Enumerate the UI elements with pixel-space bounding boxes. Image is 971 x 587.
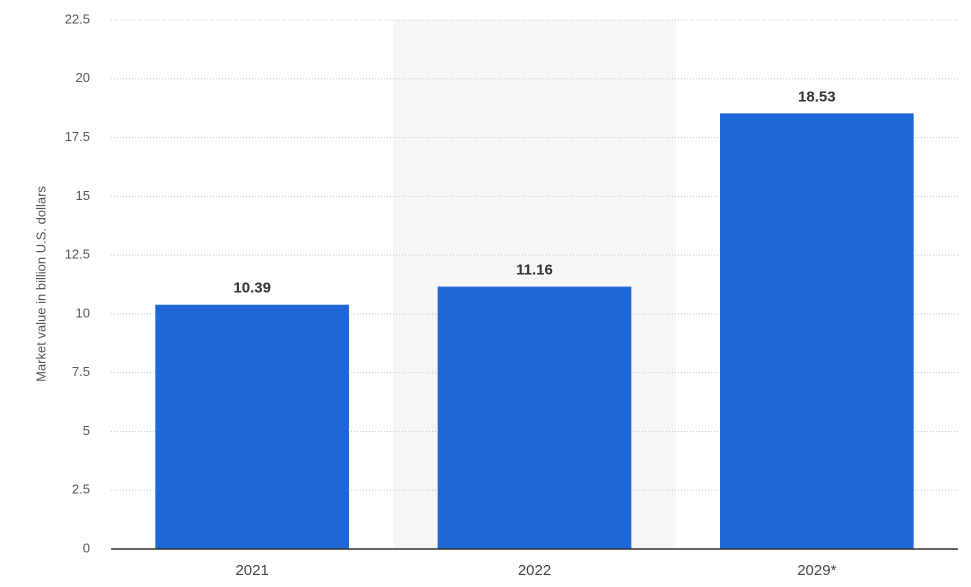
y-tick-label: 22.5 — [65, 11, 90, 26]
value-label: 11.16 — [516, 262, 553, 279]
y-tick-label: 10 — [76, 305, 90, 320]
x-tick-label: 2021 — [235, 562, 268, 579]
bar — [155, 304, 350, 549]
y-tick-label: 20 — [76, 70, 90, 85]
y-tick-label: 17.5 — [65, 129, 90, 144]
y-tick-label: 0 — [83, 540, 90, 555]
y-tick-label: 2.5 — [72, 482, 90, 497]
y-tick-label: 5 — [83, 423, 90, 438]
x-tick-label: 2029* — [797, 562, 836, 579]
bar — [437, 286, 632, 549]
bar — [719, 113, 914, 549]
x-tick-label: 2022 — [518, 562, 551, 579]
y-tick-label: 7.5 — [72, 364, 90, 379]
y-tick-label: 12.5 — [65, 247, 90, 262]
y-tick-label: 15 — [76, 188, 90, 203]
value-label: 18.53 — [798, 88, 836, 105]
y-axis-title: Market value in billion U.S. dollars — [33, 186, 48, 382]
value-label: 10.39 — [233, 280, 271, 297]
